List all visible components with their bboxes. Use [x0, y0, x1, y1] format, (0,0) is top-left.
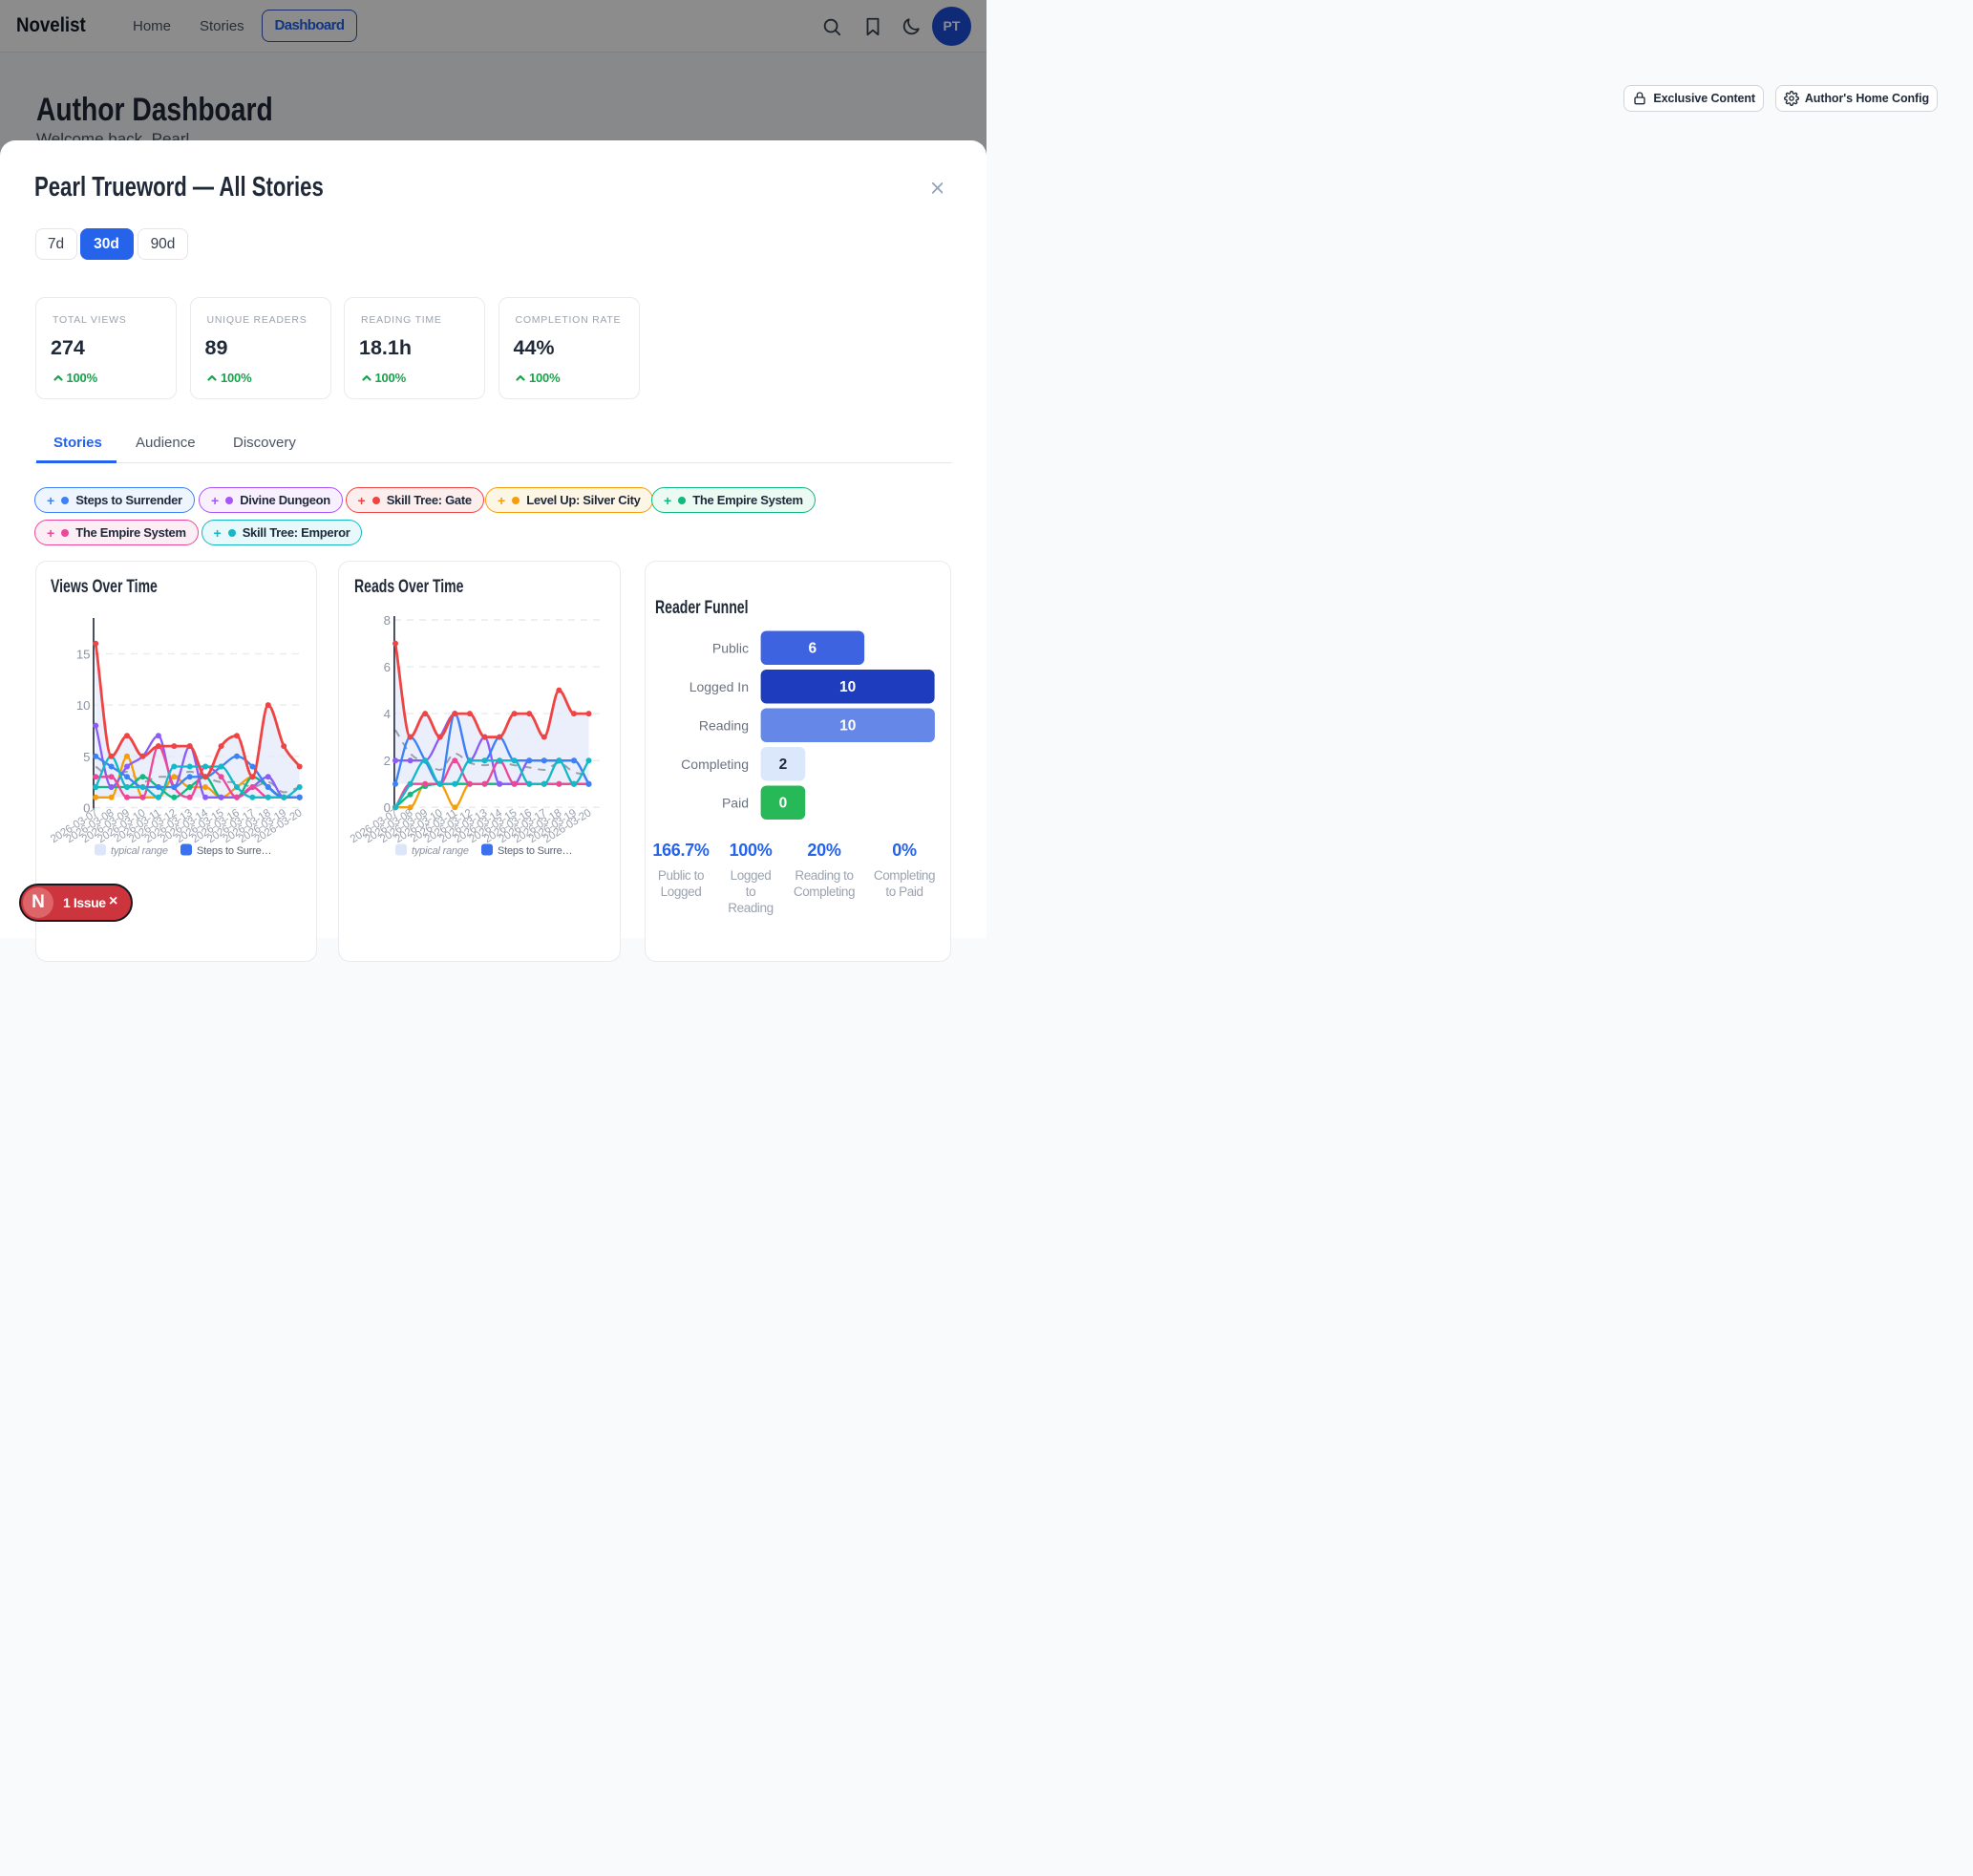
svg-text:6: 6: [809, 641, 817, 657]
svg-text:5: 5: [83, 750, 90, 764]
svg-text:2: 2: [779, 757, 788, 773]
svg-text:Steps to Surre…: Steps to Surre…: [197, 845, 271, 857]
svg-text:2: 2: [384, 754, 391, 768]
svg-text:6: 6: [384, 660, 391, 674]
svg-text:10: 10: [840, 718, 857, 735]
svg-text:typical range: typical range: [111, 845, 168, 857]
svg-text:Steps to Surre…: Steps to Surre…: [498, 845, 572, 857]
svg-text:8: 8: [384, 613, 391, 628]
svg-text:Paid: Paid: [722, 796, 749, 811]
svg-text:Completing: Completing: [682, 757, 750, 772]
svg-text:0: 0: [83, 801, 90, 816]
svg-text:4: 4: [384, 707, 391, 721]
svg-text:15: 15: [75, 647, 90, 661]
svg-text:10: 10: [839, 679, 856, 695]
svg-text:Reading: Reading: [699, 718, 749, 734]
svg-text:Public: Public: [712, 641, 749, 656]
svg-text:0: 0: [384, 800, 391, 815]
svg-text:10: 10: [75, 698, 90, 713]
svg-text:typical range: typical range: [412, 845, 469, 857]
svg-text:Logged In: Logged In: [689, 679, 749, 694]
svg-text:0: 0: [779, 796, 788, 812]
